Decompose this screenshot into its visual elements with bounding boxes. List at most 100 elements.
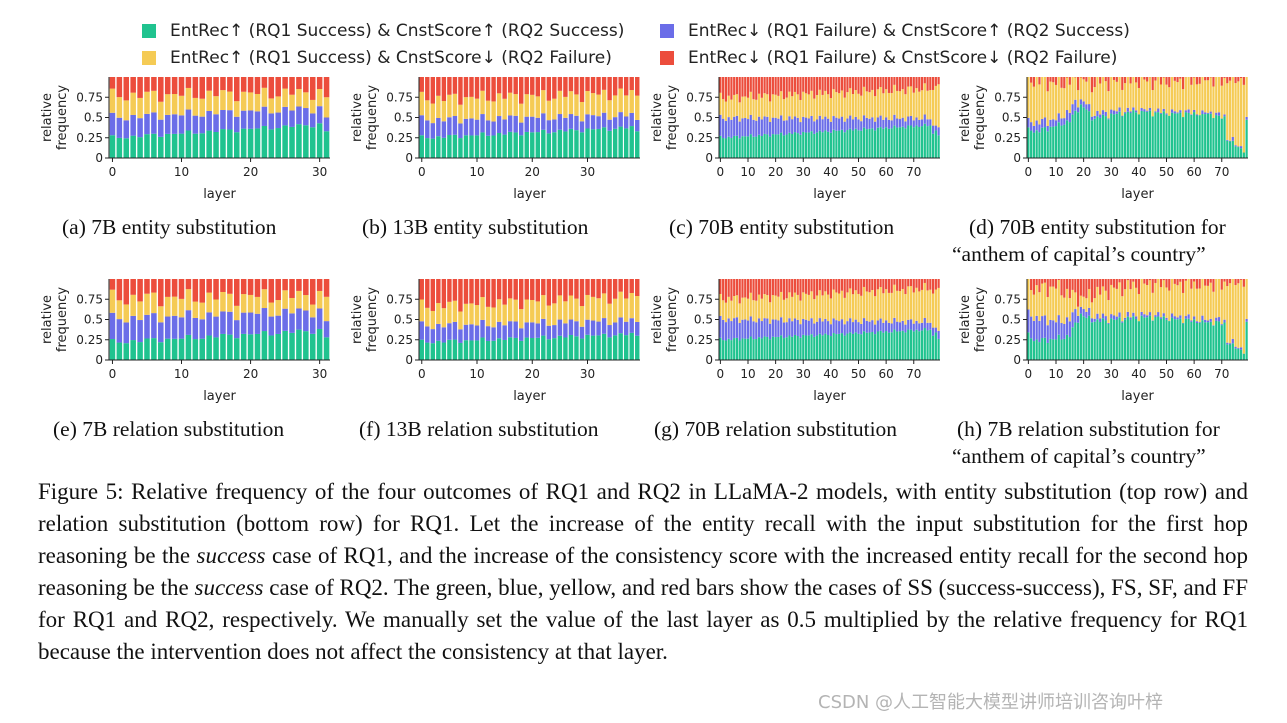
bar-g-ff-4 bbox=[730, 279, 733, 301]
bar-d-sf-24 bbox=[1093, 87, 1096, 116]
bar-e-fs-4 bbox=[137, 320, 143, 343]
bar-d-ss-50 bbox=[1165, 114, 1168, 158]
bar-c-ff-51 bbox=[860, 77, 863, 96]
chart-a: 00.250.50.750 10 20 30layerrelativefrequenc… bbox=[40, 77, 330, 202]
bar-d-ss-10 bbox=[1054, 126, 1058, 158]
bar-b-fs-17 bbox=[513, 115, 518, 133]
bar-g-ff-31 bbox=[804, 279, 808, 294]
bar-g-fs-68 bbox=[907, 319, 910, 330]
bar-d-sf-2 bbox=[1032, 86, 1036, 126]
bar-e-ff-23 bbox=[268, 279, 275, 303]
bar-g-fs-4 bbox=[730, 321, 733, 341]
bar-d-ff-73 bbox=[1228, 77, 1232, 81]
bar-d-fs-59 bbox=[1190, 114, 1193, 115]
bar-d-sf-16 bbox=[1071, 77, 1074, 105]
bar-c-ss-47 bbox=[849, 128, 852, 158]
x-tick-label-c-3: 30 bbox=[796, 165, 811, 179]
bar-d-sf-79 bbox=[1245, 77, 1248, 117]
bar-g-ss-39 bbox=[827, 334, 830, 360]
bar-a-sf-3 bbox=[130, 92, 136, 115]
bar-e-sf-15 bbox=[213, 299, 219, 317]
panel-g: 0 0.25 0.5 0.75 0 10 20 30 40 50 60 70 layer relative… bbox=[645, 272, 950, 407]
bar-b-ss-1 bbox=[425, 138, 430, 158]
bar-e-sf-27 bbox=[296, 290, 302, 309]
bar-d-ss-65 bbox=[1206, 113, 1210, 158]
bar-c-fs-78 bbox=[934, 125, 937, 131]
y-tick-label-d-2: 0.5 bbox=[1002, 111, 1021, 125]
bar-h-ss-39 bbox=[1135, 318, 1138, 360]
bar-h-fs-11 bbox=[1057, 315, 1060, 335]
bar-f-ss-6 bbox=[452, 339, 458, 360]
x-tick-label-a-0: 0 bbox=[109, 165, 117, 179]
bar-g-ss-46 bbox=[846, 333, 849, 360]
bar-g-fs-76 bbox=[929, 322, 932, 330]
bar-e-fs-21 bbox=[254, 313, 261, 334]
x-axis-label-e: layer bbox=[203, 389, 236, 404]
bar-b-sf-6 bbox=[452, 93, 458, 116]
bar-h-fs-38 bbox=[1132, 312, 1135, 317]
bar-d-fs-9 bbox=[1052, 119, 1055, 127]
bar-h-sf-1 bbox=[1030, 290, 1033, 317]
legend-item-ss: EntRec↑ (RQ1 Success) & CnstScore↑ (RQ2 … bbox=[142, 21, 624, 41]
bar-h-ss-78 bbox=[1242, 353, 1245, 360]
chart-b: 00.250.50.750 10 20 30layerrelativefrequenc… bbox=[350, 77, 640, 202]
bar-b-ss-32 bbox=[596, 128, 601, 158]
bar-c-sf-50 bbox=[857, 93, 860, 120]
bar-h-ff-66 bbox=[1209, 279, 1212, 283]
bar-h-sf-20 bbox=[1082, 296, 1085, 310]
bar-h-sf-50 bbox=[1165, 287, 1168, 318]
bar-c-sf-74 bbox=[923, 83, 926, 115]
bar-e-ss-13 bbox=[199, 338, 205, 360]
bar-c-ss-68 bbox=[907, 125, 910, 158]
bar-h-ss-75 bbox=[1234, 348, 1237, 360]
bar-b-ff-23 bbox=[546, 77, 552, 101]
bar-d-ss-42 bbox=[1143, 111, 1146, 158]
bar-g-fs-71 bbox=[915, 320, 918, 330]
bar-f-fs-32 bbox=[596, 321, 601, 336]
bar-a-ff-8 bbox=[164, 77, 171, 95]
legend-label-sf: EntRec↑ (RQ1 Success) & CnstScore↓ (RQ2 … bbox=[170, 48, 612, 68]
bar-f-ff-7 bbox=[458, 279, 463, 312]
bar-f-ss-2 bbox=[430, 343, 436, 360]
bar-e-sf-10 bbox=[178, 298, 185, 318]
bar-b-fs-15 bbox=[502, 119, 507, 135]
bar-h-ff-45 bbox=[1151, 279, 1154, 293]
bar-h-fs-50 bbox=[1165, 317, 1168, 320]
bar-f-fs-17 bbox=[513, 321, 518, 338]
bar-d-ff-35 bbox=[1123, 77, 1127, 84]
bar-d-sf-9 bbox=[1052, 82, 1055, 120]
bar-e-fs-25 bbox=[282, 308, 288, 331]
bar-c-sf-1 bbox=[722, 99, 725, 119]
bar-c-fs-32 bbox=[807, 118, 810, 133]
bar-b-sf-12 bbox=[485, 100, 491, 121]
bar-d-sf-7 bbox=[1046, 91, 1049, 126]
bar-a-ff-31 bbox=[323, 77, 330, 98]
bar-c-sf-60 bbox=[885, 89, 888, 118]
bar-d-sf-22 bbox=[1088, 77, 1091, 105]
bar-g-ff-64 bbox=[896, 279, 899, 291]
bar-a-fs-29 bbox=[309, 113, 316, 128]
bar-c-fs-65 bbox=[898, 119, 902, 128]
bar-d-ss-67 bbox=[1212, 118, 1215, 158]
bar-f-ss-21 bbox=[535, 337, 540, 360]
bar-d-ss-71 bbox=[1223, 116, 1226, 158]
bar-h-ff-40 bbox=[1137, 279, 1140, 295]
bar-c-ff-22 bbox=[780, 77, 783, 92]
bar-g-ss-3 bbox=[727, 338, 730, 360]
bar-h-fs-77 bbox=[1239, 347, 1243, 350]
bar-g-sf-2 bbox=[724, 302, 728, 323]
bar-c-sf-42 bbox=[835, 92, 838, 118]
bar-g-ss-27 bbox=[793, 334, 797, 360]
bar-g-ff-51 bbox=[860, 279, 863, 296]
bar-a-fs-26 bbox=[289, 110, 295, 127]
bar-h-ff-29 bbox=[1107, 279, 1110, 301]
bar-g-sf-63 bbox=[893, 284, 896, 318]
x-tick-label-h-0: 0 bbox=[1025, 367, 1033, 381]
bar-a-fs-14 bbox=[206, 110, 212, 131]
bar-h-fs-19 bbox=[1079, 306, 1082, 314]
bar-f-fs-21 bbox=[535, 323, 540, 338]
bar-h-sf-60 bbox=[1193, 281, 1196, 317]
bar-a-sf-22 bbox=[261, 87, 268, 107]
bar-h-fs-57 bbox=[1184, 316, 1187, 319]
bar-a-ss-13 bbox=[199, 133, 205, 158]
